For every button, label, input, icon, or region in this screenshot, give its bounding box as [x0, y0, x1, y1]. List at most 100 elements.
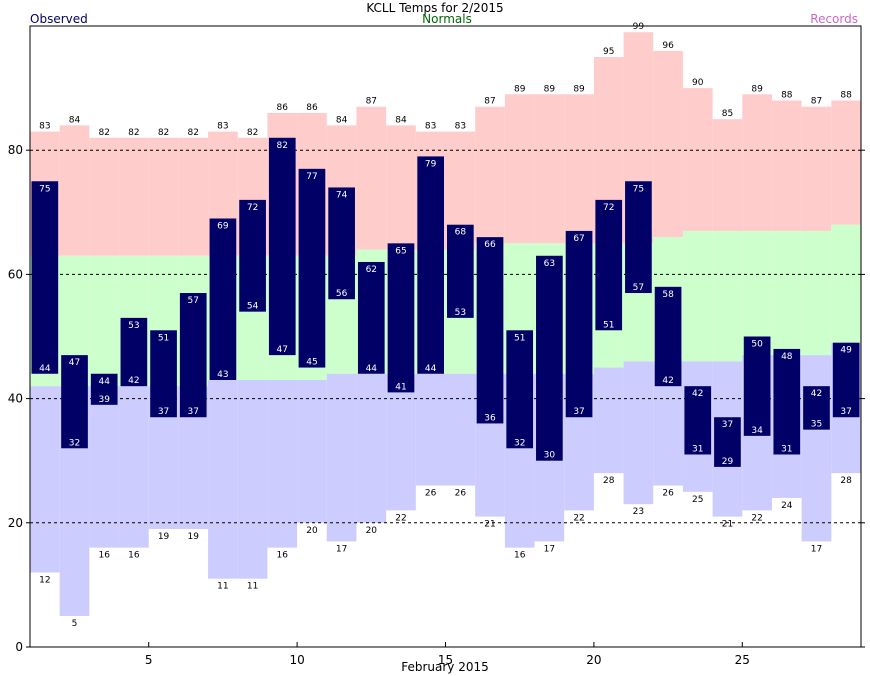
record-low-label-day-15: 26 [455, 489, 467, 499]
normal-band-day-25 [742, 230, 772, 356]
record-high-band-day-27 [801, 106, 832, 231]
observed-low-label-day-26: 31 [781, 444, 792, 454]
observed-bar-day-1 [31, 181, 59, 374]
record-high-label-day-1: 83 [39, 122, 50, 132]
record-high-label-day-17: 89 [514, 84, 526, 94]
record-high-label-day-23: 90 [692, 78, 704, 88]
observed-high-label-day-1: 75 [39, 184, 50, 194]
observed-bar-day-28 [832, 342, 860, 418]
record-low-label-day-26: 24 [781, 501, 793, 511]
record-low-band-day-13 [386, 373, 416, 511]
record-low-band-day-12 [356, 373, 387, 523]
observed-bar-day-13 [387, 243, 415, 393]
observed-bar-day-17 [506, 330, 534, 449]
observed-low-label-day-6: 37 [188, 407, 199, 417]
record-high-label-day-3: 82 [98, 128, 109, 138]
record-low-label-day-5: 19 [158, 532, 170, 542]
record-low-label-day-8: 11 [247, 582, 258, 592]
record-high-band-day-5 [148, 137, 179, 256]
y-tick-label-20: 20 [8, 516, 23, 530]
record-low-label-day-3: 16 [98, 551, 110, 561]
record-low-label-day-10: 20 [306, 526, 318, 536]
y-tick-label-80: 80 [8, 143, 23, 157]
observed-high-label-day-27: 42 [811, 389, 822, 399]
record-high-label-day-19: 89 [573, 84, 585, 94]
record-high-band-day-4 [119, 137, 149, 256]
record-low-label-day-16: 21 [484, 520, 495, 530]
record-low-label-day-24: 21 [722, 520, 733, 530]
y-tick-label-40: 40 [8, 392, 23, 406]
observed-low-label-day-8: 54 [247, 302, 259, 312]
record-high-label-day-18: 89 [544, 84, 556, 94]
x-axis-label: February 2015 [401, 660, 489, 674]
observed-low-label-day-7: 43 [217, 370, 228, 380]
record-high-label-day-13: 84 [395, 115, 407, 125]
observed-low-label-day-17: 32 [514, 438, 525, 448]
record-high-band-day-3 [89, 137, 120, 256]
observed-bar-day-16 [476, 237, 504, 424]
observed-high-label-day-17: 51 [514, 333, 525, 343]
y-tick-label-60: 60 [8, 267, 23, 281]
record-high-band-day-28 [831, 100, 861, 225]
record-low-band-day-20 [593, 367, 624, 474]
observed-bar-day-4 [120, 317, 148, 387]
record-high-band-day-12 [356, 106, 387, 250]
record-high-band-day-16 [475, 106, 505, 244]
observed-low-label-day-10: 45 [306, 358, 317, 368]
record-high-label-day-25: 89 [751, 84, 763, 94]
record-high-label-day-14: 83 [425, 122, 436, 132]
record-high-label-day-5: 82 [158, 128, 169, 138]
record-high-label-day-21: 99 [633, 22, 645, 32]
observed-bar-day-3 [90, 373, 118, 405]
record-low-label-day-14: 26 [425, 489, 437, 499]
record-low-band-day-10 [297, 379, 327, 523]
observed-bar-day-7 [209, 218, 237, 380]
record-low-band-day-27 [801, 355, 832, 542]
observed-low-label-day-18: 30 [544, 451, 556, 461]
y-tick-label-0: 0 [15, 640, 23, 654]
observed-bar-day-27 [803, 386, 830, 430]
observed-high-label-day-3: 44 [98, 377, 110, 387]
observed-low-label-day-2: 32 [69, 438, 80, 448]
observed-bar-day-23 [684, 386, 712, 455]
record-high-label-day-28: 88 [840, 91, 852, 101]
record-low-label-day-27: 17 [811, 544, 822, 554]
record-low-label-day-20: 28 [603, 476, 615, 486]
observed-high-label-day-9: 82 [277, 141, 288, 151]
observed-low-label-day-1: 44 [39, 364, 51, 374]
observed-bar-day-22 [654, 286, 682, 387]
record-high-label-day-10: 86 [306, 103, 318, 113]
record-high-band-day-6 [178, 137, 209, 256]
record-high-band-day-18 [534, 94, 565, 244]
observed-high-label-day-6: 57 [188, 296, 199, 306]
record-low-label-day-18: 17 [544, 544, 555, 554]
record-high-band-day-22 [653, 50, 683, 238]
observed-high-label-day-23: 42 [692, 389, 703, 399]
observed-low-label-day-22: 42 [662, 376, 673, 386]
record-high-band-day-2 [59, 125, 90, 256]
record-high-label-day-2: 84 [69, 115, 81, 125]
temperature-bands [30, 32, 861, 616]
record-low-label-day-22: 26 [662, 489, 674, 499]
record-high-label-day-20: 95 [603, 47, 614, 57]
record-high-label-day-16: 87 [484, 97, 495, 107]
value-labels: 83 12 75 44 84 5 47 32 82 16 44 39 82 16 53 42 82 19 51 37 8… [39, 22, 852, 629]
observed-low-label-day-27: 35 [811, 420, 822, 430]
observed-high-label-day-18: 63 [544, 259, 555, 269]
record-high-label-day-9: 86 [277, 103, 289, 113]
record-high-band-day-17 [504, 94, 535, 244]
record-low-label-day-12: 20 [366, 526, 378, 536]
observed-high-label-day-14: 79 [425, 159, 437, 169]
observed-high-label-day-5: 51 [158, 333, 169, 343]
record-low-band-day-4 [119, 386, 149, 548]
observed-bar-day-25 [743, 336, 771, 436]
observed-low-label-day-13: 41 [395, 382, 406, 392]
observed-bar-day-8 [239, 199, 266, 312]
record-high-label-day-27: 87 [811, 97, 822, 107]
observed-high-label-day-15: 68 [455, 228, 467, 238]
normal-band-day-24 [712, 230, 743, 362]
record-high-label-day-11: 84 [336, 115, 348, 125]
record-low-label-day-6: 19 [188, 532, 200, 542]
observed-low-label-day-23: 31 [692, 444, 703, 454]
observed-high-label-day-10: 77 [306, 172, 317, 182]
